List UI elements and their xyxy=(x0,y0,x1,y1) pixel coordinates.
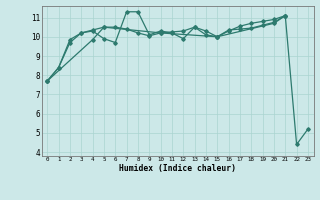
X-axis label: Humidex (Indice chaleur): Humidex (Indice chaleur) xyxy=(119,164,236,173)
